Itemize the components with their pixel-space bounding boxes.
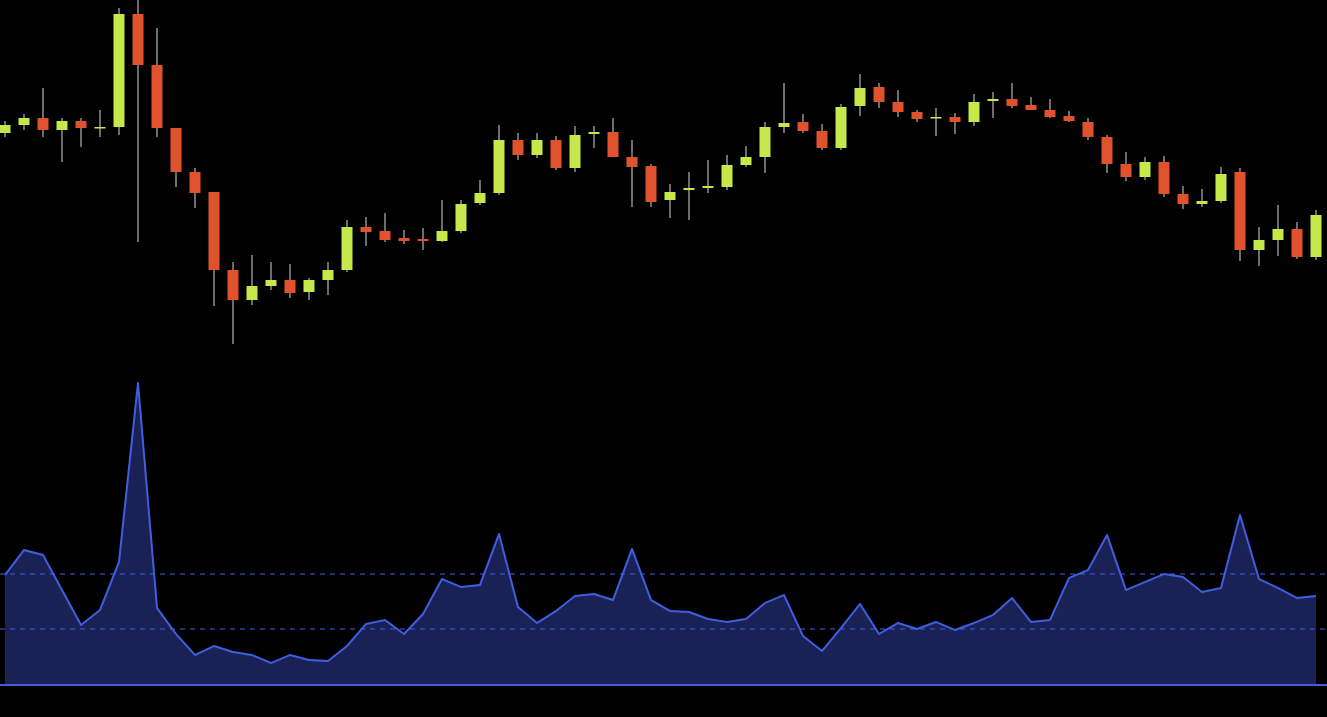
candle-body [379,231,391,240]
candle-body [1215,174,1227,201]
candle-body [189,172,201,193]
candle-body [588,132,600,134]
candle-body [778,123,790,127]
candle-body [512,140,524,155]
candle-body [1234,172,1246,250]
candle-body [607,132,619,157]
candle-body [1139,162,1151,177]
candle-body [683,188,695,190]
candle-body [132,14,144,65]
candle-body [797,122,809,131]
candle-body [170,128,182,172]
candle-body [892,102,904,112]
candle-body [740,157,752,165]
candle-body [151,65,163,128]
indicator-area [5,383,1316,685]
price-panel [0,0,1322,344]
candle-body [303,280,315,292]
candle-body [911,112,923,119]
candle-body [417,239,429,241]
candle-body [759,127,771,157]
candle-body [1120,164,1132,177]
candle-body [930,117,942,119]
candle-body [0,125,11,133]
candle-body [569,135,581,168]
candle-body [37,118,49,130]
candle-body [1044,110,1056,117]
candle-body [322,270,334,280]
candle-body [1177,194,1189,204]
candle-body [987,99,999,101]
candle-body [531,140,543,155]
candle-body [1253,240,1265,250]
candle-body [208,192,220,270]
candle-body [246,286,258,300]
candle-body [284,280,296,293]
candle-body [835,107,847,148]
candle-body [664,192,676,200]
candle-body [816,131,828,148]
candle-body [493,140,505,193]
candle-body [360,227,372,232]
candle-body [398,238,410,241]
candle-body [721,165,733,187]
candle-body [626,157,638,167]
candle-body [1006,99,1018,106]
candle-body [94,127,106,129]
candle-body [75,121,87,128]
indicator-panel [0,382,1327,686]
candle-body [702,186,714,188]
candle-body [341,227,353,270]
candle-body [1025,105,1037,110]
candle-body [1196,201,1208,204]
candle-body [455,204,467,231]
candle-body [113,14,125,127]
candle-body [968,102,980,122]
candle-body [873,87,885,102]
candle-body [56,121,68,130]
candle-body [1272,229,1284,240]
candle-body [1101,137,1113,164]
candle-body [854,88,866,106]
candle-body [550,140,562,168]
indicator-line [4,382,1317,664]
candle-body [227,270,239,300]
candle-body [436,231,448,241]
candle-body [265,280,277,286]
candle-body [949,117,961,122]
candle-body [1082,122,1094,137]
candle-body [1310,215,1322,257]
candle-body [1158,162,1170,194]
candle-body [18,118,30,125]
candle-body [1291,229,1303,257]
candle-body [474,193,486,203]
candle-body [645,166,657,202]
candle-body [1063,116,1075,121]
